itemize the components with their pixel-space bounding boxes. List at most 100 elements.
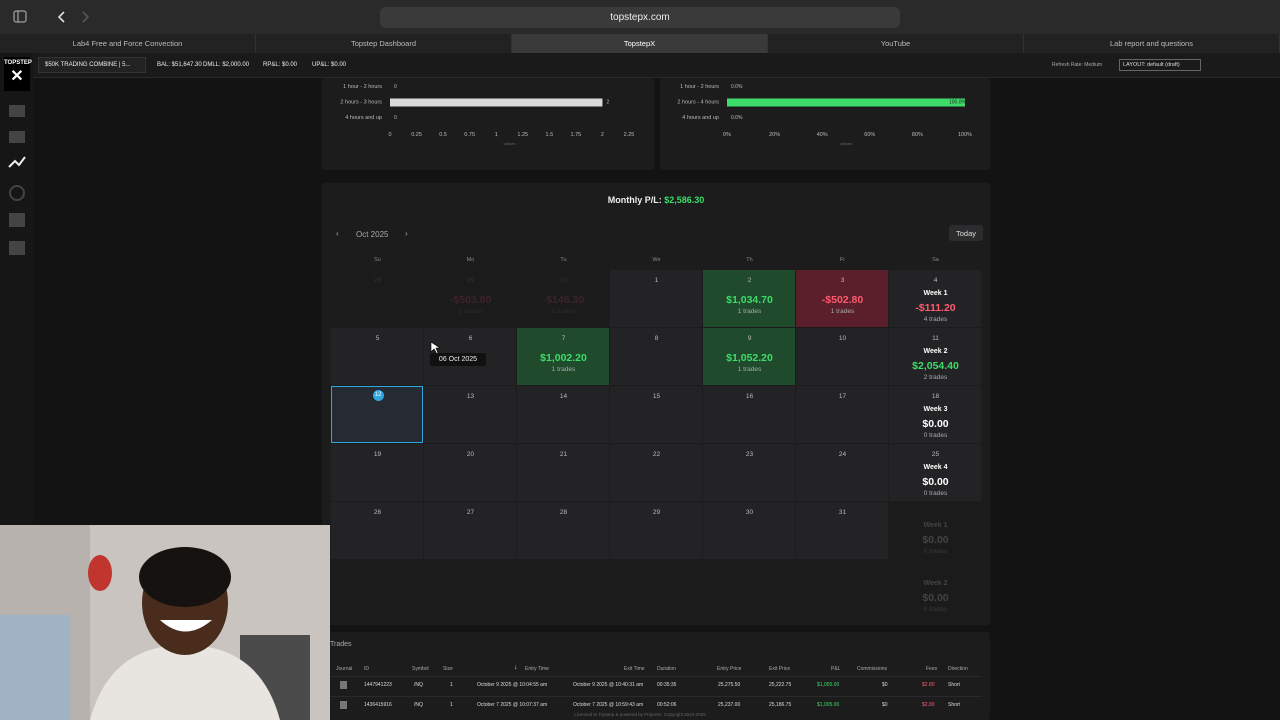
day-cell[interactable]: 2 $1,034.70 1 trades [703,270,795,327]
day-pnl: $0.00 [922,476,949,488]
column-header[interactable]: Entry Price [717,666,742,672]
day-cell[interactable]: 28 [331,270,423,327]
column-header[interactable]: Commissions [857,666,888,672]
day-cell[interactable]: 18 Week 3 $0.00 0 trades [889,386,981,443]
day-cell[interactable] [517,560,609,617]
next-month[interactable]: › [405,229,408,238]
day-cell[interactable]: 4 Week 1 -$111.20 4 trades [889,270,981,327]
day-cell[interactable]: 16 [703,386,795,443]
url-bar[interactable]: topstepx.com [380,7,900,28]
day-cell[interactable]: 20 [424,444,516,501]
day-cell[interactable]: 29 [610,502,702,559]
day-trades: 1 trades [458,308,483,315]
day-trades: 1 trades [830,308,855,315]
trades-panel: Trades Journal ID Symbol Size Entry Time Exit… [322,632,990,720]
tab[interactable]: Topstep Dashboard [256,34,512,53]
day-trades: 0 trades [923,606,948,613]
column-header[interactable]: Size [443,666,453,672]
day-cell[interactable]: 7 $1,002.20 1 trades [517,328,609,385]
day-cell[interactable]: Week 2 $0.00 0 trades [889,560,981,617]
logo-text: TOPSTEP [4,60,32,66]
day-number: 19 [373,451,382,458]
monthly-pl-label: Monthly P/L: [607,195,662,205]
day-cell[interactable]: Week 1 $0.00 0 trades [889,502,981,559]
day-cell[interactable]: 14 [517,386,609,443]
layout-select[interactable]: LAYOUT: default (draft) [1119,59,1201,71]
tab[interactable]: Lab4 Free and Force Convection [0,34,256,53]
day-cell[interactable]: 8 [610,328,702,385]
duration-chart-right: 1 hour - 2 hours 0.0% 2 hours - 4 hours 100… [660,78,990,170]
today-button[interactable]: Today [949,225,983,241]
column-header[interactable]: Direction [948,666,968,672]
day-cell[interactable]: 26 [331,502,423,559]
column-header[interactable]: Fees [926,666,938,672]
journal-icon[interactable] [340,701,347,709]
day-cell[interactable] [610,560,702,617]
tab[interactable]: YouTube [768,34,1024,53]
day-number: 6 [468,335,473,342]
day-number: 18 [931,393,940,400]
day-cell[interactable]: 10 [796,328,888,385]
day-cell[interactable]: 29 -$503.80 1 trades [424,270,516,327]
cell: October 7 2025 @ 10:59:43 am [573,702,644,708]
logo[interactable]: TOPSTEP ✕ [4,57,32,91]
sort-arrow[interactable]: ↓ [514,664,518,671]
day-pnl: $0.00 [922,592,949,604]
cell: $0 [882,702,888,708]
column-header[interactable]: Symbol [412,666,429,672]
journal-icon[interactable] [340,681,347,689]
day-cell[interactable]: 15 [610,386,702,443]
bar [390,98,603,107]
day-cell[interactable]: 31 [796,502,888,559]
column-header[interactable]: Entry Time [525,666,549,672]
day-cell[interactable]: 5 [331,328,423,385]
day-cell[interactable] [331,560,423,617]
column-header[interactable]: Exit Price [769,666,791,672]
day-cell[interactable]: 11 Week 2 $2,054.40 2 trades [889,328,981,385]
day-cell[interactable]: 23 [703,444,795,501]
day-cell[interactable] [703,560,795,617]
column-header[interactable]: Duration [657,666,676,672]
column-header[interactable]: Exit Time [624,666,645,672]
app-toolbar: $50K TRADING COMBINE | 5... BAL: $51,647… [0,53,1280,78]
prev-month[interactable]: ‹ [336,229,339,238]
sidebar-icons[interactable] [7,101,27,261]
day-cell[interactable] [424,560,516,617]
day-cell[interactable]: 30 [703,502,795,559]
x-tick-label: 0.75 [464,132,475,138]
browser-bar: topstepx.com [0,0,1280,34]
row-label: 2 hours - 3 hours [340,100,382,106]
day-cell[interactable]: 27 [424,502,516,559]
column-header[interactable]: ID [364,666,369,672]
day-cell[interactable]: 1 [610,270,702,327]
day-number: 11 [932,335,939,342]
column-header[interactable]: P&L [831,666,841,672]
day-cell[interactable]: 9 $1,052.20 1 trades [703,328,795,385]
day-trades: 0 trades [923,432,948,439]
day-cell[interactable]: 21 [517,444,609,501]
week-label: Week 4 [923,464,948,471]
day-cell[interactable]: 22 [610,444,702,501]
day-cell[interactable]: 28 [517,502,609,559]
day-cell[interactable]: 25 Week 4 $0.00 0 trades [889,444,981,501]
month-label: Oct 2025 [356,230,389,239]
x-tick-label: 100% [958,132,972,138]
day-cell[interactable]: 19 [331,444,423,501]
day-pnl: $0.00 [922,534,949,546]
tab[interactable]: Lab report and questions [1024,34,1280,53]
column-header[interactable]: Journal [336,666,353,672]
tab[interactable]: TopstepX [512,34,768,53]
tooltip: 06 Oct 2025 [430,353,486,366]
day-cell[interactable] [796,560,888,617]
cell: Short [948,682,960,688]
day-pnl: -$502.80 [821,294,864,306]
day-cell[interactable]: 17 [796,386,888,443]
day-cell[interactable]: 3 -$502.80 1 trades [796,270,888,327]
day-cell[interactable]: 30 -$146.30 1 trades [517,270,609,327]
day-cell[interactable]: 13 [424,386,516,443]
cell: 1 [450,682,453,688]
day-cell[interactable]: 24 [796,444,888,501]
account-select[interactable]: $50K TRADING COMBINE | 5... [38,57,146,73]
day-number: 4 [933,277,938,284]
day-cell[interactable]: 12 [331,386,423,443]
